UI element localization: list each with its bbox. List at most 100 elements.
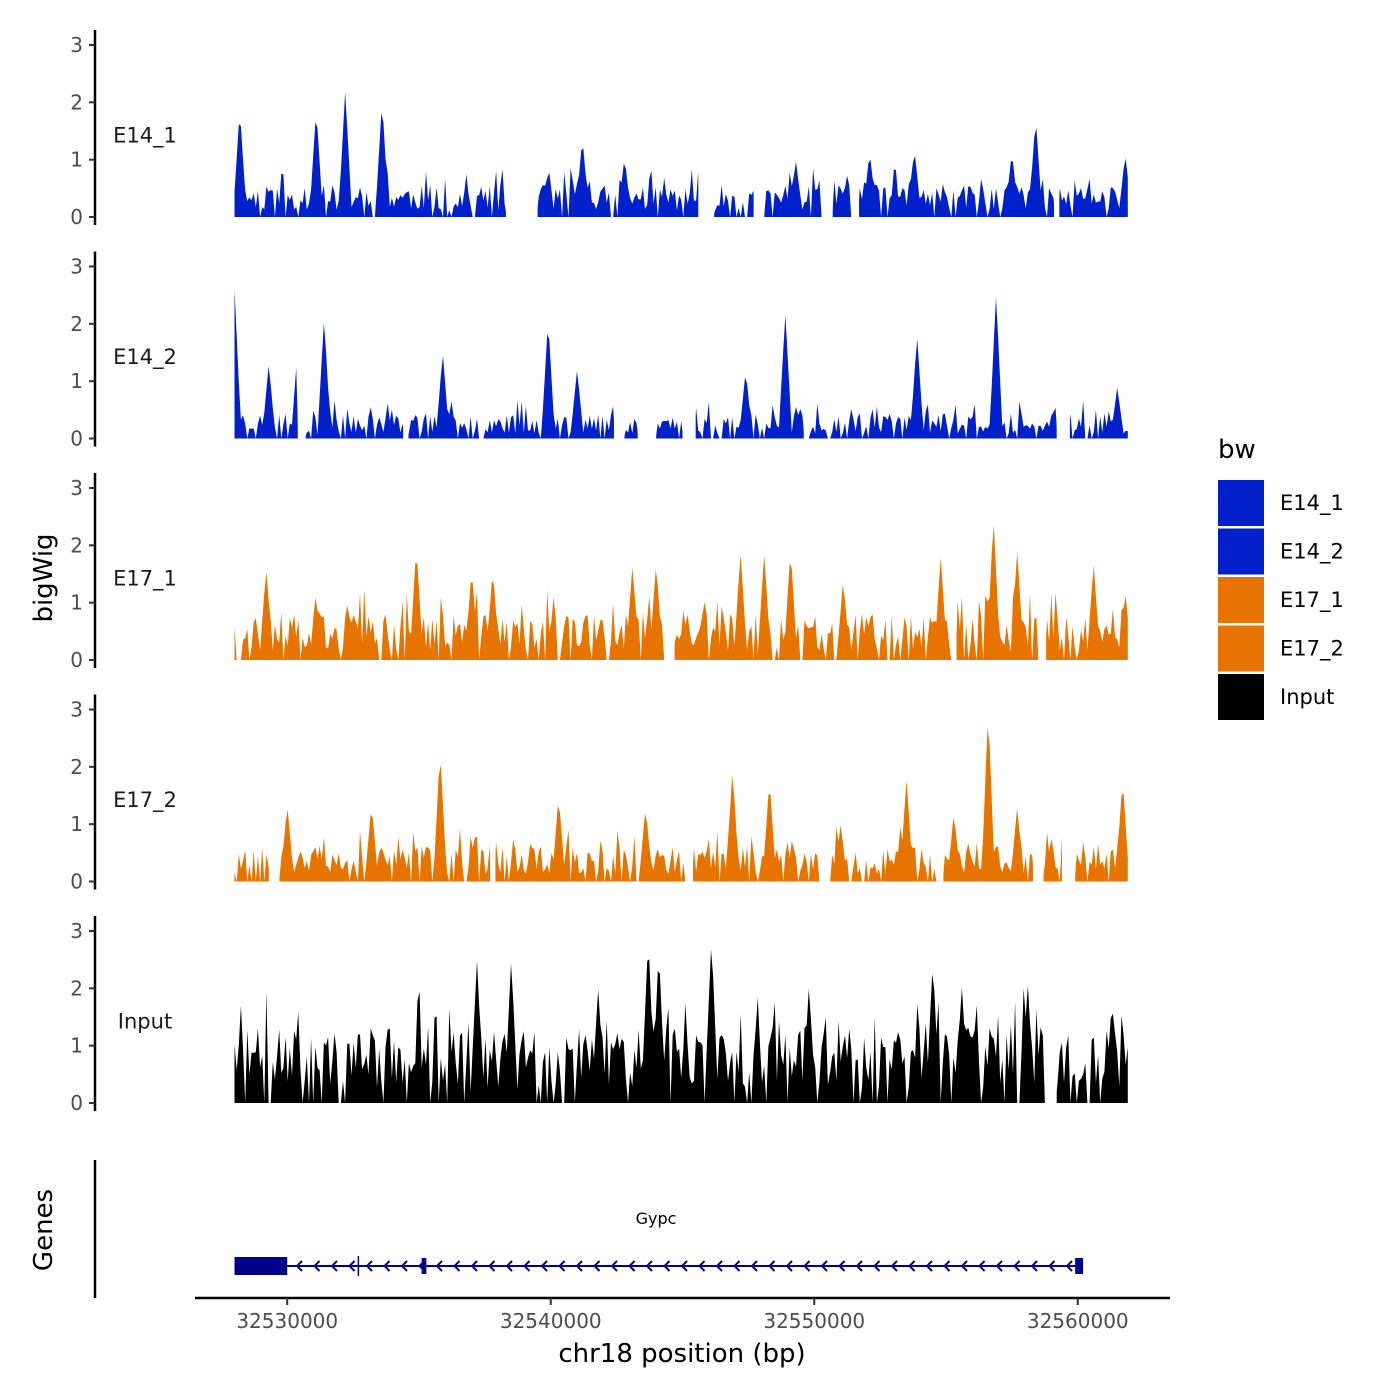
coverage-gap bbox=[682, 251, 696, 440]
strand-arrow bbox=[995, 1260, 1003, 1272]
strand-arrow bbox=[768, 1260, 776, 1272]
coverage-gap bbox=[819, 694, 831, 883]
legend-swatch bbox=[1218, 625, 1264, 672]
strand-arrow bbox=[873, 1260, 881, 1272]
y-tick-label: 2 bbox=[70, 976, 83, 1000]
y-tick-label: 0 bbox=[70, 648, 83, 672]
y-tick-label: 1 bbox=[70, 1034, 83, 1058]
y-tick-label: 2 bbox=[70, 312, 83, 336]
track-e17_2: 0 1 2 3 E17_2 bbox=[70, 694, 1128, 894]
signal-area-e17_1 bbox=[234, 524, 1128, 660]
coverage-gap bbox=[297, 251, 306, 440]
track-e17_1: 0 1 2 3 E17_1 bbox=[70, 473, 1128, 672]
y-tick-label: 3 bbox=[70, 919, 83, 943]
coverage-gap bbox=[664, 473, 675, 661]
gene-exon bbox=[1075, 1258, 1084, 1274]
coverage-gap bbox=[637, 251, 657, 440]
y-tick-label: 3 bbox=[70, 476, 83, 500]
strand-arrow bbox=[330, 1260, 338, 1272]
coverage-gap bbox=[268, 694, 280, 883]
strand-arrow bbox=[715, 1260, 723, 1272]
track-label: Input bbox=[118, 1010, 172, 1034]
coverage-gap bbox=[851, 30, 860, 218]
strand-arrow bbox=[348, 1260, 356, 1272]
y-tick-label: 3 bbox=[70, 698, 83, 722]
strand-arrow bbox=[593, 1260, 601, 1272]
gene-exon bbox=[234, 1257, 288, 1275]
strand-arrow bbox=[820, 1260, 828, 1272]
legend-swatch bbox=[1218, 528, 1264, 575]
track-e14_1: 0 1 2 3 E14_1 bbox=[70, 30, 1128, 229]
strand-arrow bbox=[785, 1260, 793, 1272]
strand-arrow bbox=[610, 1260, 618, 1272]
coverage-gap bbox=[490, 694, 496, 883]
strand-arrow bbox=[960, 1260, 968, 1272]
genes-track: Gypc bbox=[93, 1160, 1084, 1298]
coverage-gap bbox=[1038, 473, 1047, 661]
strand-arrow bbox=[698, 1260, 706, 1272]
strand-arrow bbox=[978, 1260, 986, 1272]
strand-arrow bbox=[733, 1260, 741, 1272]
strand-arrow bbox=[1048, 1260, 1056, 1272]
y-tick-label: 0 bbox=[70, 870, 83, 894]
y-tick-label: 1 bbox=[70, 812, 83, 836]
strand-arrow bbox=[908, 1260, 916, 1272]
coverage-gap bbox=[1046, 916, 1057, 1104]
strand-arrow bbox=[1030, 1260, 1038, 1272]
coverage-gap bbox=[753, 30, 765, 218]
coverage-gap bbox=[685, 694, 694, 883]
strand-arrow bbox=[295, 1260, 303, 1272]
x-axis-title: chr18 position (bp) bbox=[558, 1339, 805, 1369]
strand-arrow bbox=[453, 1260, 461, 1272]
gene-name-label: Gypc bbox=[636, 1209, 677, 1228]
legend: bw E14_1 E14_2 E17_1 E17_2 Input bbox=[1218, 435, 1344, 720]
strand-arrow bbox=[523, 1260, 531, 1272]
strand-arrow bbox=[558, 1260, 566, 1272]
track-label: E17_1 bbox=[113, 567, 177, 592]
coverage-gap bbox=[951, 473, 957, 661]
strand-arrow bbox=[680, 1260, 688, 1272]
coverage-gap bbox=[613, 251, 625, 440]
signal-area-e14_1 bbox=[234, 92, 1128, 217]
strand-arrow bbox=[628, 1260, 636, 1272]
legend-title: bw bbox=[1218, 435, 1256, 465]
strand-arrow bbox=[400, 1260, 408, 1272]
coverage-gap bbox=[803, 251, 809, 440]
coverage-gap bbox=[1032, 694, 1044, 883]
strand-arrow bbox=[838, 1260, 846, 1272]
legend-swatch bbox=[1218, 577, 1264, 623]
strand-arrow bbox=[1013, 1260, 1021, 1272]
coverage-gap bbox=[1061, 694, 1076, 883]
coverage-gap bbox=[822, 30, 833, 218]
x-axis: 32530000 32540000 32550000 32560000 bbox=[195, 1296, 1170, 1333]
strand-arrow bbox=[663, 1260, 671, 1272]
strand-arrow bbox=[383, 1260, 391, 1272]
strand-arrow bbox=[575, 1260, 583, 1272]
y-tick-label: 0 bbox=[70, 1091, 83, 1115]
strand-arrow bbox=[855, 1260, 863, 1272]
legend-label: E17_2 bbox=[1280, 637, 1344, 662]
track-label: E14_1 bbox=[113, 124, 177, 149]
signal-area-e14_2 bbox=[234, 289, 1128, 439]
coverage-gap bbox=[1054, 30, 1060, 218]
signal-area-e17_2 bbox=[234, 727, 1128, 882]
strand-arrow bbox=[470, 1260, 478, 1272]
track-e14_2: 0 1 2 3 E14_2 bbox=[70, 251, 1128, 451]
strand-arrow bbox=[803, 1260, 811, 1272]
coverage-gap bbox=[938, 694, 944, 883]
track-label: E17_2 bbox=[113, 788, 177, 813]
strand-arrow bbox=[943, 1260, 951, 1272]
legend-swatch bbox=[1218, 480, 1264, 526]
strand-arrow bbox=[365, 1260, 373, 1272]
track-label: E14_2 bbox=[113, 345, 177, 370]
x-tick-label: 32530000 bbox=[236, 1309, 338, 1333]
y-tick-label: 2 bbox=[70, 755, 83, 779]
strand-arrow bbox=[488, 1260, 496, 1272]
signal-area-input bbox=[234, 949, 1128, 1103]
coverage-gap bbox=[698, 30, 715, 218]
strand-arrow bbox=[750, 1260, 758, 1272]
bigwig-tracks: 0 1 2 3 E14_1 0 1 2 3 E14_2 0 1 2 3 E17_1 0 1 2 3 E17_2 0 1 2 3… bbox=[70, 30, 1128, 1115]
legend-label: E14_2 bbox=[1280, 540, 1344, 565]
x-tick-label: 32550000 bbox=[763, 1309, 865, 1333]
